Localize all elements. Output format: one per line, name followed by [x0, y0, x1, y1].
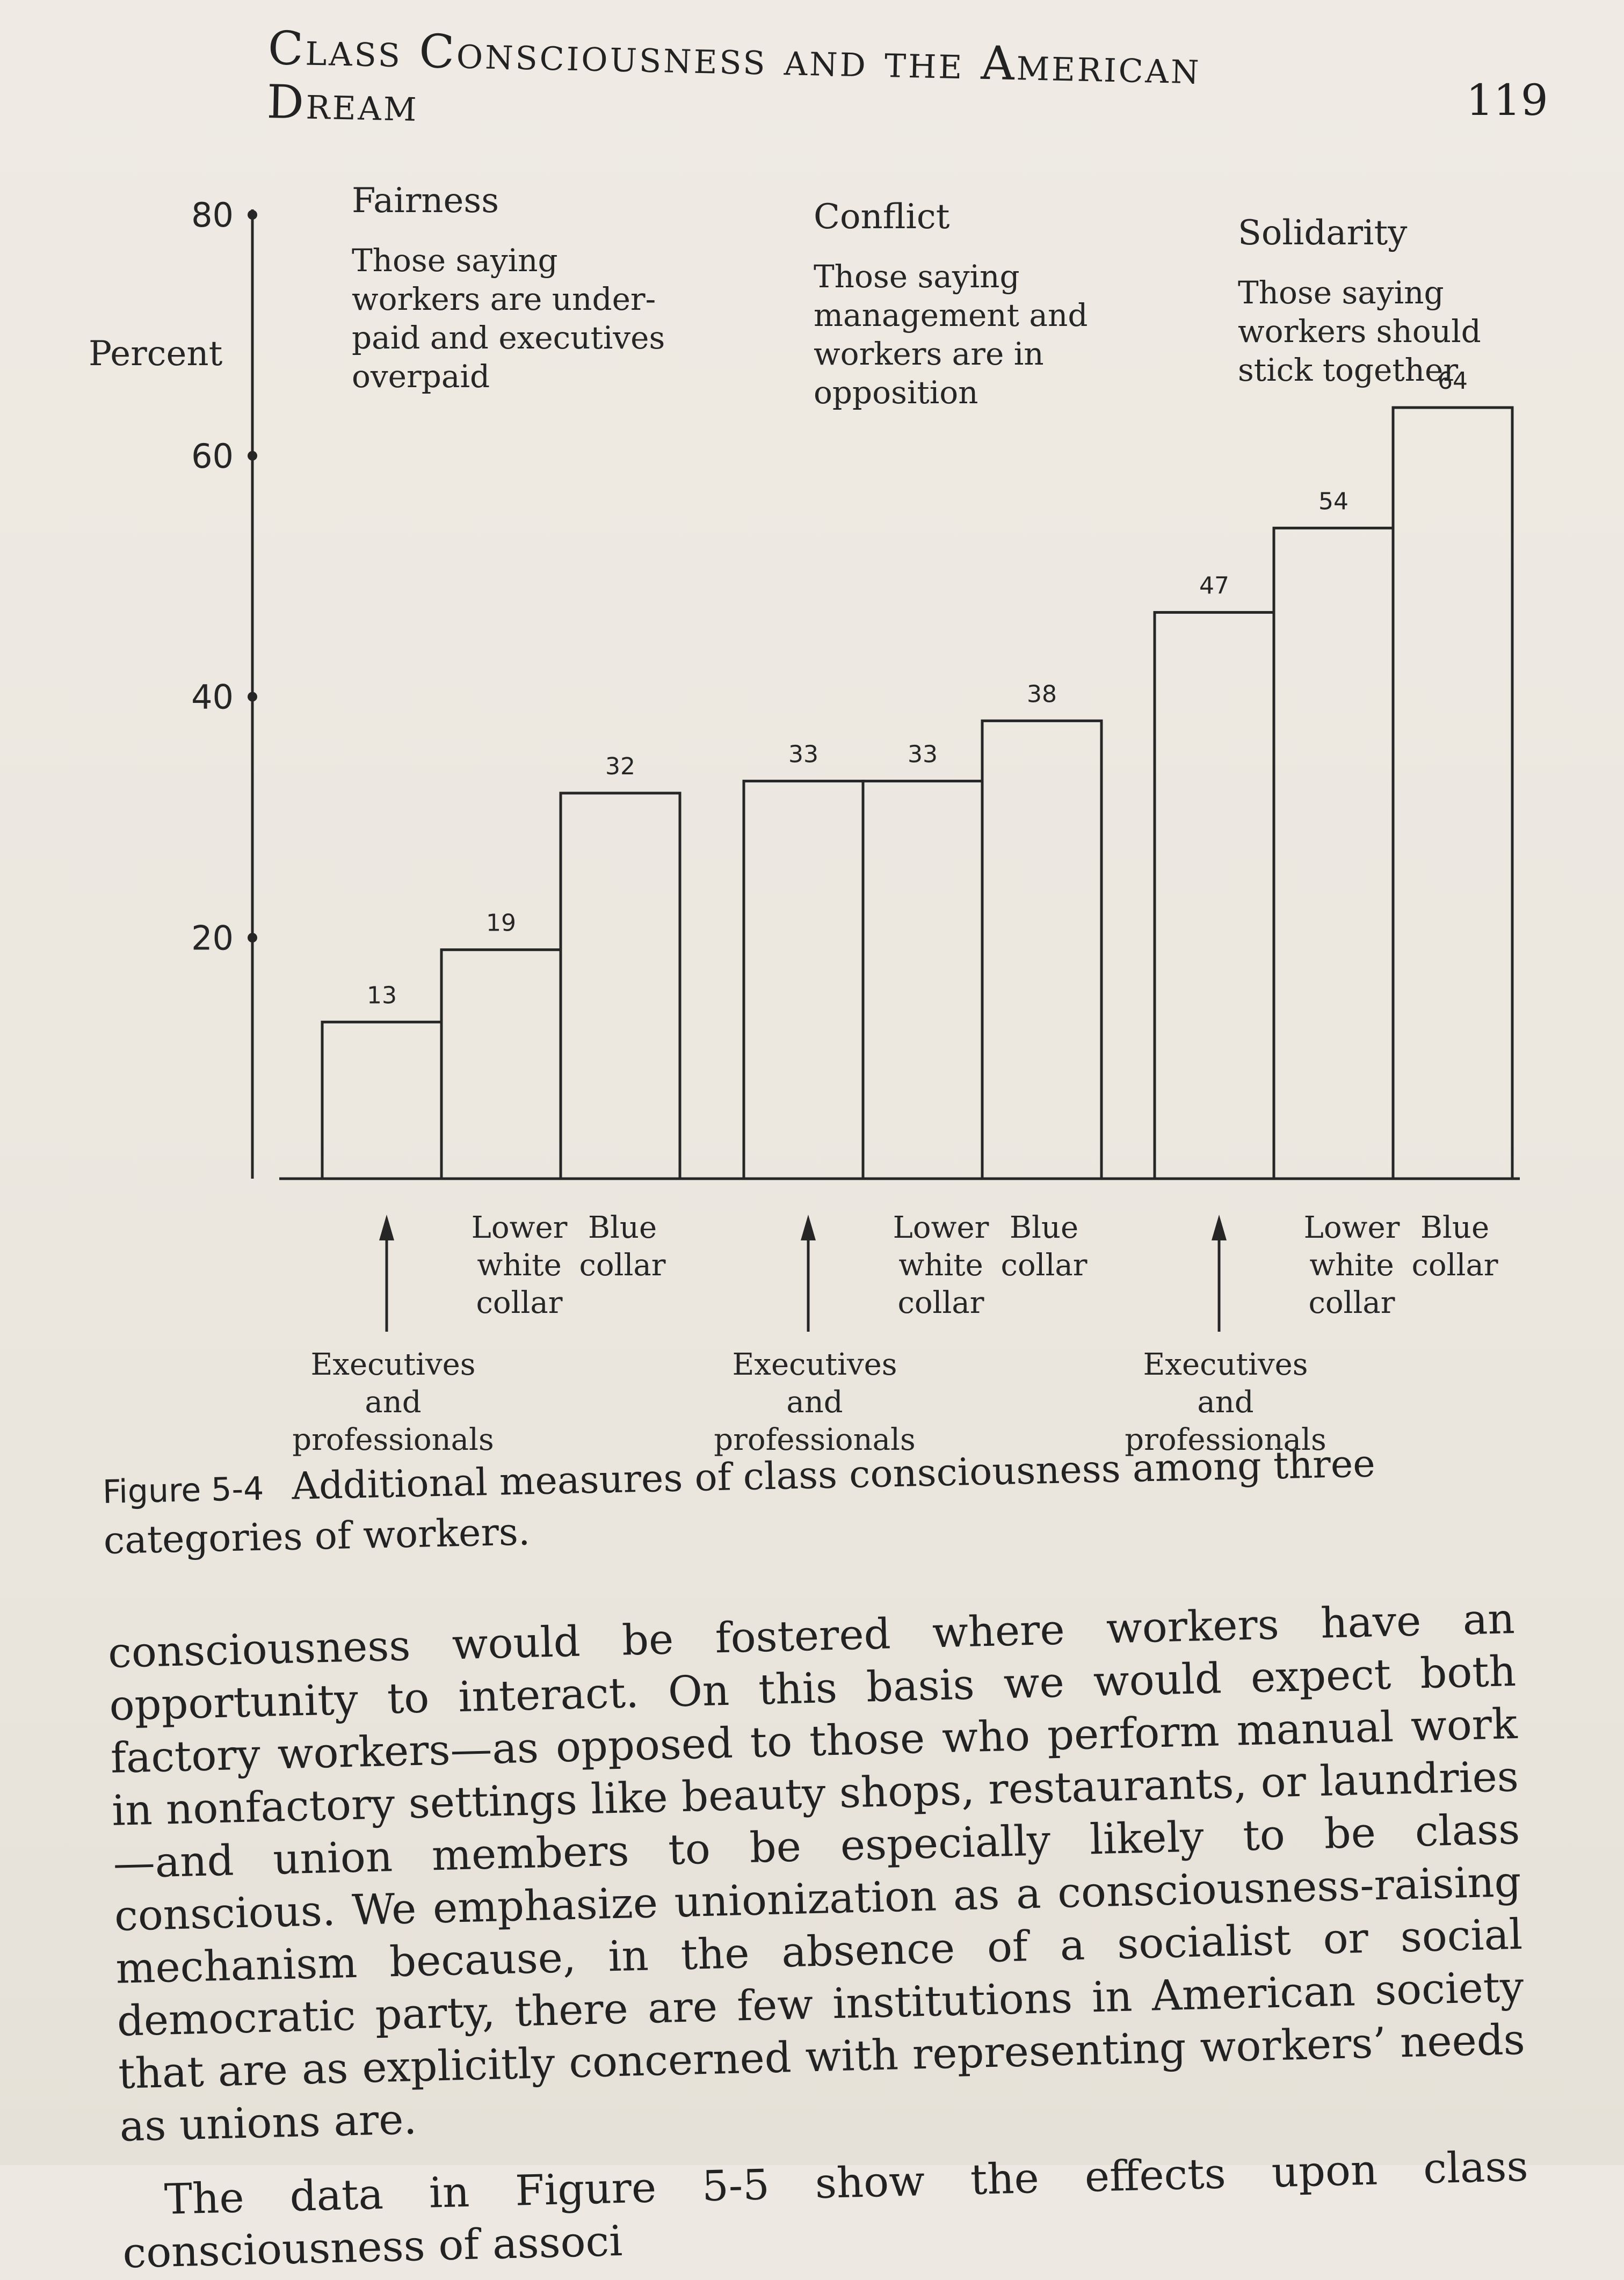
group-description-line: workers are in: [814, 336, 1044, 372]
bar-value-label: 64: [1438, 367, 1468, 395]
bar: [742, 780, 865, 1180]
bar-value-label: 33: [788, 741, 818, 768]
category-label-blue-collar: collar: [579, 1248, 665, 1283]
bar-value-label: 38: [1027, 680, 1057, 708]
category-label-lower-white-collar: collar: [1308, 1286, 1395, 1320]
category-label-executives: and: [786, 1385, 843, 1420]
category-label-executives: Executives: [311, 1347, 476, 1382]
body-paragraph-2: The data in Figure 5-5 show the effects …: [122, 2142, 1529, 2278]
bar: [321, 1020, 443, 1180]
y-tick-label: 60: [191, 437, 234, 476]
group-description-line: Those saying: [1238, 274, 1444, 311]
bar-value-label: 19: [486, 910, 516, 937]
arrow-head-icon: [1212, 1215, 1227, 1240]
y-tick-label: 20: [191, 918, 234, 957]
group-description-line: stick together: [1238, 352, 1458, 388]
group-description-line: Those saying: [814, 258, 1020, 295]
bar-value-label: 32: [605, 753, 635, 780]
category-label-lower-white-collar: collar: [476, 1286, 562, 1320]
y-tick-mark: [248, 933, 257, 943]
arrow-head-icon: [801, 1215, 816, 1240]
arrow-head-icon: [379, 1215, 394, 1240]
category-label-executives: professionals: [292, 1422, 494, 1457]
category-label-lower-white-collar: Lower: [1304, 1210, 1400, 1245]
y-tick-label: 80: [191, 195, 234, 235]
category-label-executives: professionals: [714, 1422, 915, 1457]
category-label-executives: Executives: [1143, 1347, 1308, 1382]
group-description-line: management and: [814, 297, 1088, 333]
y-axis-label: Percent: [89, 334, 223, 374]
group-description-line: overpaid: [352, 358, 490, 395]
group-description-line: paid and executives: [352, 320, 665, 356]
category-label-lower-white-collar: Lower: [472, 1210, 568, 1245]
bar: [1153, 611, 1275, 1180]
bar-value-label: 13: [367, 982, 397, 1009]
category-label-executives: and: [1197, 1385, 1253, 1420]
group-description-line: workers are under-: [352, 281, 656, 317]
page-number: 119: [1466, 75, 1548, 125]
bar-value-label: 54: [1318, 488, 1349, 515]
group-description-line: opposition: [814, 374, 978, 411]
group-description-line: workers should: [1238, 313, 1481, 350]
y-tick-mark: [248, 210, 257, 220]
category-label-executives: and: [365, 1385, 421, 1420]
category-label-lower-white-collar: white: [1309, 1248, 1394, 1283]
category-label-lower-white-collar: white: [898, 1248, 983, 1283]
category-label-lower-white-collar: collar: [897, 1286, 984, 1320]
category-label-blue-collar: collar: [1001, 1248, 1087, 1283]
category-label-blue-collar: Blue: [1010, 1210, 1078, 1245]
body-paragraph-1: consciousness would be fostered where wo…: [107, 1594, 1526, 2151]
bar: [1272, 526, 1395, 1180]
y-tick-label: 40: [191, 678, 234, 717]
category-label-executives: professionals: [1125, 1422, 1326, 1457]
bar: [1391, 406, 1514, 1180]
bar: [861, 780, 984, 1180]
figure-label: Figure 5-4: [102, 1470, 264, 1511]
bar-value-label: 47: [1199, 572, 1229, 599]
bar: [981, 719, 1103, 1180]
category-label-executives: Executives: [733, 1347, 897, 1382]
y-tick-mark: [248, 692, 257, 702]
group-description-line: Those saying: [352, 242, 558, 279]
group-title: Conflict: [814, 197, 950, 237]
category-label-lower-white-collar: Lower: [893, 1210, 989, 1245]
body-text: consciousness would be fostered where wo…: [107, 1593, 1530, 2280]
group-title: Solidarity: [1238, 213, 1407, 253]
bar: [559, 792, 682, 1180]
category-label-lower-white-collar: white: [477, 1248, 562, 1283]
category-label-blue-collar: Blue: [1420, 1210, 1489, 1245]
group-title: Fairness: [352, 181, 499, 221]
y-tick-mark: [248, 451, 257, 461]
category-label-blue-collar: collar: [1411, 1248, 1498, 1283]
bar-value-label: 33: [908, 741, 938, 768]
category-label-blue-collar: Blue: [588, 1210, 657, 1245]
bar: [440, 948, 562, 1180]
